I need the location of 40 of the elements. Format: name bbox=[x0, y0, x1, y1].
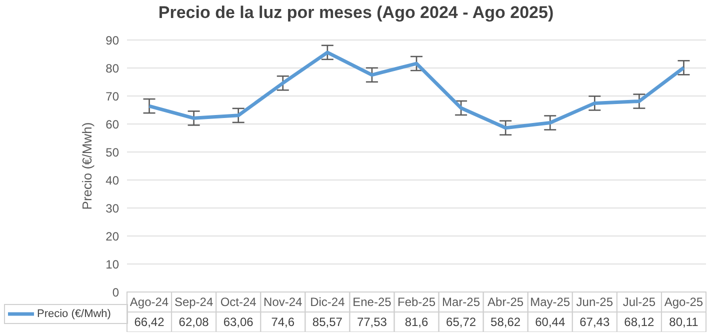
data-label: 74,6 bbox=[271, 315, 295, 329]
y-tick-label: 60 bbox=[106, 117, 120, 132]
x-tick-label: Jul-25 bbox=[622, 295, 656, 309]
y-axis-title: Precio (€/Mwh) bbox=[80, 122, 95, 210]
x-tick-label: Ene-25 bbox=[352, 295, 392, 309]
x-tick-label: Mar-25 bbox=[442, 295, 480, 309]
data-label: 60,44 bbox=[535, 315, 566, 329]
data-label: 77,53 bbox=[356, 315, 388, 329]
line-series bbox=[148, 50, 686, 130]
legend-label: Precio (€/Mwh) bbox=[37, 308, 111, 320]
x-tick-label: Ago-24 bbox=[130, 295, 169, 309]
y-tick-label: 30 bbox=[106, 201, 120, 216]
data-label: 65,72 bbox=[446, 315, 476, 329]
y-tick-label: 0 bbox=[112, 285, 120, 300]
y-tick-label: 20 bbox=[106, 229, 120, 244]
x-tick-label: Feb-25 bbox=[397, 295, 436, 309]
y-tick-label: 40 bbox=[106, 173, 120, 188]
x-tick-label: Oct-24 bbox=[220, 295, 257, 309]
x-tick-label: Nov-24 bbox=[264, 295, 303, 309]
data-label: 68,12 bbox=[624, 315, 655, 329]
data-label: 58,62 bbox=[490, 315, 521, 329]
x-tick-label: Dic-24 bbox=[310, 295, 346, 309]
data-label: 66,42 bbox=[134, 315, 165, 329]
data-label: 62,08 bbox=[178, 315, 210, 329]
x-tick-label: May-25 bbox=[530, 295, 570, 309]
y-tick-label: 90 bbox=[106, 33, 120, 48]
y-tick-label: 50 bbox=[106, 145, 120, 160]
y-tick-label: 10 bbox=[106, 257, 120, 272]
data-label: 85,57 bbox=[312, 315, 343, 329]
chart-title: Precio de la luz por meses (Ago 2024 - Ago 2025) bbox=[157, 3, 555, 23]
data-label: 63,06 bbox=[223, 315, 254, 329]
y-tick-label: 70 bbox=[106, 89, 120, 104]
data-label: 67,43 bbox=[580, 315, 610, 329]
x-tick-label: Sep-24 bbox=[174, 295, 214, 309]
y-tick-label: 80 bbox=[106, 61, 120, 76]
x-tick-label: Abr-25 bbox=[488, 295, 524, 309]
data-label: 81,6 bbox=[404, 315, 428, 329]
x-tick-label: Jun-25 bbox=[576, 295, 614, 309]
x-tick-label: Ago-25 bbox=[664, 295, 704, 309]
data-label: 80,11 bbox=[669, 315, 699, 329]
